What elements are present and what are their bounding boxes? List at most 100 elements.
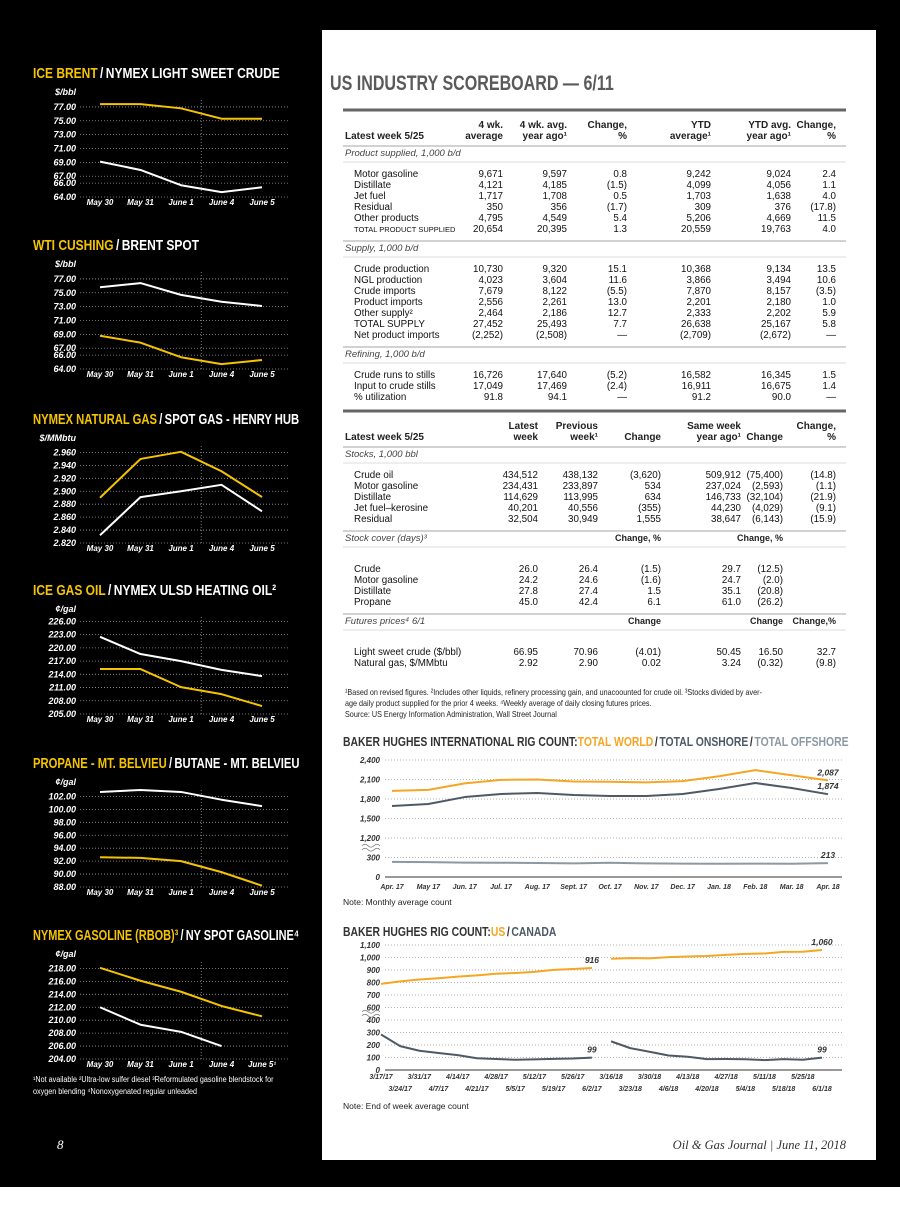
x-tick-label: Oct. 17: [598, 884, 622, 891]
row-label: Light sweet crude ($/bbl): [354, 647, 461, 658]
table-cell: (355): [638, 503, 661, 514]
x-tick-label: Dec. 17: [670, 884, 696, 891]
table-cell: 70.96: [573, 647, 598, 658]
table-cell: 2,202: [766, 308, 791, 319]
table-cell: 1,555: [636, 514, 661, 525]
table-cell: (2,252): [472, 330, 503, 341]
y-tick-label: 66.00: [53, 178, 76, 188]
table-cell: 11.5: [818, 213, 837, 224]
y-tick-label: 67.00: [53, 343, 76, 353]
title-part: BUTANE - MT. BELVIEU: [174, 754, 299, 771]
y-tick-label: 1,200: [360, 834, 381, 843]
table-cell: 4,023: [478, 275, 503, 286]
table-cell: 19,763: [761, 224, 792, 235]
x-tick-label: 4/20/18: [694, 1086, 718, 1093]
table-cell: 237,024: [706, 481, 742, 492]
table-cell: 4,056: [766, 180, 791, 191]
table-cell: 16,345: [761, 370, 792, 381]
x-tick-label: June 4: [209, 888, 235, 897]
data-label: 1,060: [811, 937, 833, 947]
table-cell: 16,911: [682, 381, 711, 392]
table-cell: 11.6: [609, 275, 628, 286]
table-header: Change: [624, 432, 661, 443]
table-cell: 25,167: [761, 319, 791, 330]
table-cell: (1.5): [607, 180, 627, 191]
table-cell: 146,733: [706, 492, 742, 503]
table-cell: 50.45: [716, 647, 741, 658]
y-tick-label: 2.820: [52, 538, 76, 548]
table-cell: 1.0: [822, 297, 836, 308]
y-tick-label: 2.920: [52, 473, 76, 483]
x-tick-label: 5/18/18: [772, 1086, 795, 1093]
table-cell: (2.4): [607, 381, 627, 392]
table-cell: 17,640: [537, 370, 568, 381]
row-label: Jet fuel–kerosine: [354, 503, 429, 514]
data-line: [380, 1033, 592, 1061]
chart-title: NYMEX NATURAL GAS / SPOT GAS - HENRY HUB: [33, 410, 299, 427]
table-cell: (4,029): [752, 503, 783, 514]
scoreboard-title: US INDUSTRY SCOREBOARD — 6/11: [330, 71, 614, 95]
data-line: [611, 949, 823, 960]
table-cell: 24.6: [579, 575, 599, 586]
y-tick-label: 900: [367, 966, 381, 975]
x-tick-label: May 31: [127, 715, 154, 724]
y-tick-label: 214.00: [47, 989, 76, 999]
table-cell: 9,024: [766, 169, 791, 180]
table-cell: 27,452: [473, 319, 503, 330]
y-tick-label: 223.00: [47, 630, 76, 640]
y-tick-label: 69.00: [53, 157, 76, 167]
table-cell: 1.5: [822, 370, 836, 381]
y-tick-label: 1,800: [360, 795, 381, 804]
table-cell: (1.5): [641, 564, 661, 575]
table-cell: 30,949: [568, 514, 598, 525]
y-tick-label: 214.00: [47, 669, 76, 679]
table-cell: 17,469: [537, 381, 567, 392]
x-tick-label: 3/30/18: [638, 1074, 661, 1081]
table-header: Latest: [509, 421, 539, 432]
row-label: Crude oil: [354, 470, 393, 481]
table-cell: (15.9): [810, 514, 836, 525]
table-subheader: Change: [628, 616, 661, 626]
table-header: Change: [746, 432, 783, 443]
section-label: Stocks, 1,000 bbl: [345, 449, 419, 460]
y-tick-label: 211.00: [48, 683, 76, 693]
table-cell: 1.3: [613, 224, 627, 235]
table-cell: (21.9): [810, 492, 836, 503]
table-cell: 17,049: [473, 381, 503, 392]
chart-title: BAKER HUGHES RIG COUNT:US / CANADA: [343, 925, 557, 939]
table-cell: 40,201: [508, 503, 538, 514]
section-label: Refining, 1,000 b/d: [345, 349, 425, 360]
table-header: Latest week 5/25: [345, 131, 424, 142]
title-separator: /: [750, 735, 754, 749]
table-cell: 91.8: [484, 392, 504, 403]
x-tick-label: Feb. 18: [743, 884, 767, 891]
y-tick-label: 66.00: [53, 350, 76, 360]
table-cell: (3,620): [630, 470, 661, 481]
legend-entry: CANADA: [511, 925, 556, 939]
data-label: 213: [820, 850, 835, 860]
table-cell: 9,134: [766, 264, 791, 275]
table-cell: (2,508): [536, 330, 567, 341]
table-cell: 90.0: [772, 392, 792, 403]
y-tick-label: 2.960: [52, 447, 76, 457]
title-text: BAKER HUGHES INTERNATIONAL RIG COUNT:: [343, 735, 578, 749]
table-cell: 4,121: [478, 180, 503, 191]
y-tick-label: 77.00: [53, 102, 76, 112]
title-part: BRENT SPOT: [122, 237, 200, 254]
x-tick-label: June 1: [168, 888, 194, 897]
x-tick-label: 3/24/17: [388, 1086, 412, 1093]
row-label: Other supply²: [354, 308, 414, 319]
table-cell: 350: [487, 202, 504, 213]
legend-entry: TOTAL WORLD: [578, 735, 654, 749]
y-tick-label: 2.840: [52, 525, 76, 535]
x-tick-label: 3/23/18: [619, 1086, 642, 1093]
footnote: oxygen blending ⁴Nonoxygenated regular u…: [33, 1087, 197, 1096]
table-cell: 356: [551, 202, 568, 213]
table-header: Change,: [797, 120, 837, 131]
y-tick-label: 71.00: [53, 144, 76, 154]
table-header: year ago¹: [697, 432, 742, 443]
table-cell: 2,556: [478, 297, 503, 308]
y-tick-label: 208.00: [47, 696, 76, 706]
table-cell: 91.2: [692, 392, 711, 403]
table-cell: (2,593): [752, 481, 783, 492]
